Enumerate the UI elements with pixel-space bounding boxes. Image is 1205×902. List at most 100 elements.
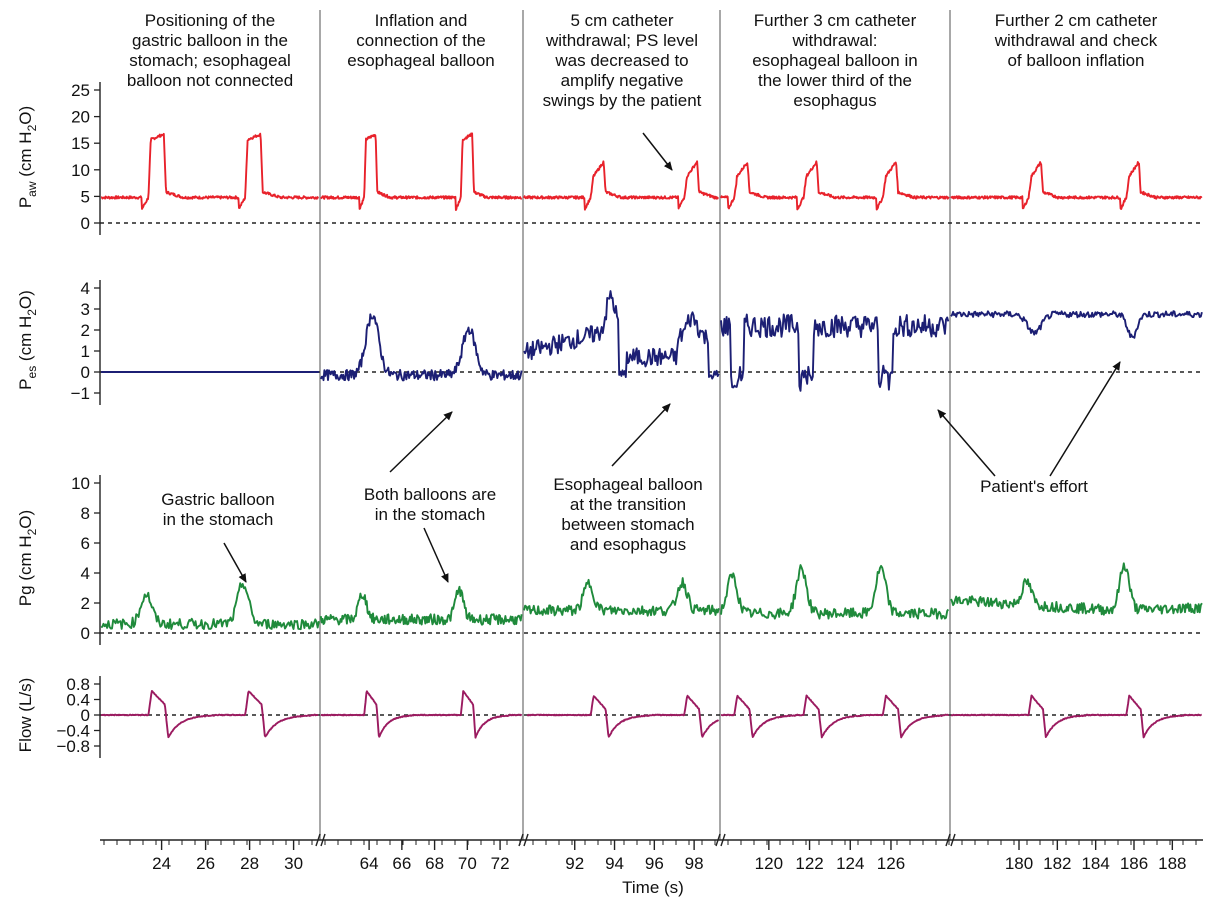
segment-header-4: Further 3 cm catheter withdrawal: esophage… — [752, 11, 917, 110]
x-tick-label: 30 — [284, 854, 303, 873]
y-axis-label: Pg (cm H2O) — [16, 510, 39, 606]
annotation-line: between stomach — [561, 515, 694, 534]
y-tick-label: 20 — [71, 108, 90, 127]
y-label-unit: (cm H — [16, 131, 35, 181]
y-tick-label: 0 — [81, 363, 90, 382]
y-tick-label: 2 — [81, 594, 90, 613]
y-label-unit-end: O) — [16, 290, 35, 309]
segment-headers: Positioning of the gastric balloon in the… — [127, 11, 1158, 110]
segment-header-line: withdrawal: — [791, 31, 877, 50]
segment-header-5: Further 2 cm catheter withdrawal and chec… — [994, 11, 1158, 70]
x-tick-label: 94 — [605, 854, 624, 873]
segment-header-line: 5 cm catheter — [571, 11, 674, 30]
axis-break-mark — [315, 833, 321, 847]
annotation-line: Gastric balloon — [161, 490, 274, 509]
series-flow-segment-1 — [100, 689, 319, 739]
y-tick-label: 4 — [81, 564, 90, 583]
segment-header-line: the lower third of the — [758, 71, 912, 90]
segment-header-line: balloon not connected — [127, 71, 293, 90]
y-label-unit: (cm H — [16, 535, 35, 585]
x-tick-label: 98 — [685, 854, 704, 873]
arrow-gastric-stomach — [223, 542, 247, 583]
series-pg-segment-4 — [720, 564, 950, 620]
x-axis-label: Time (s) — [622, 878, 684, 897]
x-tick-label: 68 — [425, 854, 444, 873]
y-tick-label: −0.4 — [56, 722, 90, 741]
segment-header-line: of balloon inflation — [1007, 51, 1144, 70]
x-tick-label: 64 — [360, 854, 379, 873]
x-tick-label: 28 — [240, 854, 259, 873]
x-tick-label: 120 — [755, 854, 783, 873]
series-flow-segment-3 — [526, 694, 720, 738]
x-tick-label: 124 — [836, 854, 864, 873]
y-tick-label: 0.4 — [66, 691, 90, 710]
y-tick-label: 10 — [71, 161, 90, 180]
x-tick-label: 182 — [1043, 854, 1071, 873]
y-label-main: Pg — [16, 585, 35, 606]
arrow-header-paw — [642, 132, 673, 171]
segment-header-line: stomach; esophageal — [129, 51, 291, 70]
y-label-unit: (cm H — [16, 316, 35, 366]
y-tick-label: 5 — [81, 187, 90, 206]
segment-header-line: esophageal balloon in — [752, 51, 917, 70]
segment-header-line: withdrawal; PS level — [545, 31, 698, 50]
segment-header-line: Further 2 cm catheter — [995, 11, 1158, 30]
y-tick-label: 2 — [81, 321, 90, 340]
annotation-transition: Esophageal balloon at the transition betwe… — [553, 475, 702, 554]
segment-header-2: Inflation and connection of the esophageal… — [347, 11, 494, 70]
y-tick-label: 0 — [81, 706, 90, 725]
annotation-line: and esophagus — [570, 535, 686, 554]
segment-header-line: Inflation and — [375, 11, 468, 30]
annotation-gastric-stomach: Gastric balloon in the stomach — [161, 490, 274, 529]
y-axis-label: Paw (cm H2O) — [16, 106, 39, 208]
y-label-unit-sub: 2 — [25, 528, 39, 535]
y-axis-label: Pes (cm H2O) — [16, 290, 39, 390]
x-tick-label: 96 — [645, 854, 664, 873]
time-axis: 24 26 28 30 64 66 68 70 72 92 94 96 98 120 122 124 126 18… — [100, 833, 1203, 873]
y-tick-label: 1 — [81, 342, 90, 361]
x-tick-label: 66 — [392, 854, 411, 873]
series-pg-segment-1 — [100, 582, 320, 631]
panel-paw: 0 5 10 15 20 25 Paw (cm H2O) — [16, 81, 1203, 235]
x-tick-label: 72 — [491, 854, 510, 873]
segment-header-line: Further 3 cm catheter — [754, 11, 917, 30]
series-pes-segment-5 — [950, 310, 1203, 339]
x-tick-label: 24 — [152, 854, 171, 873]
segment-header-line: connection of the — [356, 31, 485, 50]
annotation-line: in the stomach — [163, 510, 274, 529]
y-label-main: P — [16, 378, 35, 389]
x-tick-label: 188 — [1158, 854, 1186, 873]
annotation-line: Esophageal balloon — [553, 475, 702, 494]
y-tick-label: 25 — [71, 81, 90, 100]
segment-header-line: withdrawal and check — [994, 31, 1158, 50]
axis-break-mark — [518, 833, 524, 847]
segment-header-line: esophagus — [793, 91, 876, 110]
segment-header-1: Positioning of the gastric balloon in the… — [127, 11, 293, 90]
segment-header-line: esophageal balloon — [347, 51, 494, 70]
y-label-unit-sub: 2 — [25, 309, 39, 316]
y-label-unit-end: O) — [16, 510, 35, 529]
series-paw-segment-3 — [523, 160, 720, 211]
y-label-sub: es — [25, 366, 39, 379]
annotation-line: at the transition — [570, 495, 686, 514]
segment-header-line: swings by the patient — [543, 91, 702, 110]
axis-break-mark — [945, 833, 951, 847]
series-paw-segment-5 — [950, 161, 1203, 210]
x-tick-label: 26 — [196, 854, 215, 873]
arrow-transition — [611, 403, 671, 467]
series-flow-segment-2 — [320, 690, 523, 739]
y-label-unit-sub: 2 — [25, 124, 39, 131]
series-pg-segment-3 — [523, 577, 720, 617]
annotation-line: Both balloons are — [364, 485, 496, 504]
y-label-unit-end: O) — [16, 106, 35, 125]
segment-header-3: 5 cm catheter withdrawal; PS level was dec… — [543, 11, 702, 110]
series-paw-segment-2 — [320, 132, 523, 212]
annotation-line: Patient's effort — [980, 477, 1088, 496]
x-tick-label: 180 — [1005, 854, 1033, 873]
y-tick-label: 0 — [81, 214, 90, 233]
series-pg-segment-5 — [950, 562, 1203, 616]
axis-break-mark — [715, 833, 721, 847]
